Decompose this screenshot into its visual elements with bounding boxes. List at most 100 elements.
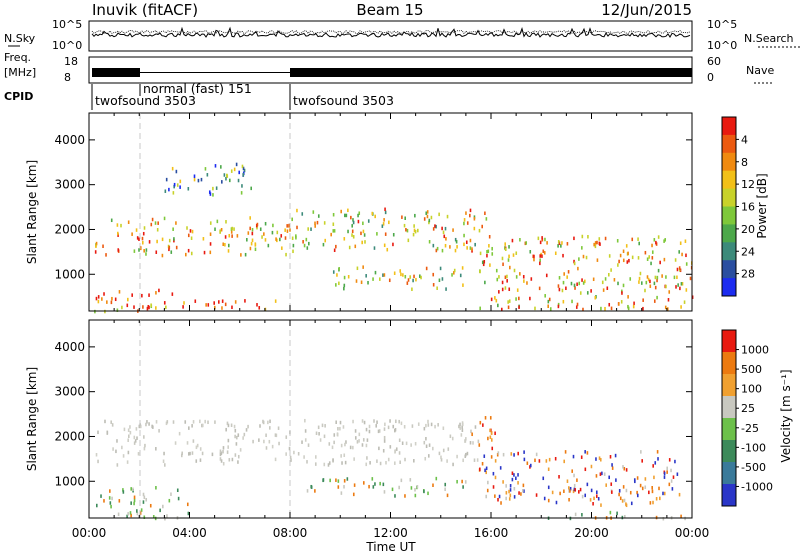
power-cell [666, 307, 669, 311]
velocity-cell [611, 490, 613, 494]
noise-right-tick-low: 10^0 [707, 39, 737, 52]
velocity-cell [237, 454, 240, 459]
velocity-cell [526, 461, 529, 465]
power-cell [454, 237, 457, 242]
velocity-cell [395, 447, 398, 451]
velocity-cell [597, 497, 600, 501]
velocity-cell [611, 466, 614, 470]
power-cell [94, 250, 97, 254]
power-cell [497, 303, 499, 308]
power-cell [417, 228, 419, 233]
power-cell [357, 213, 359, 218]
velocity-cell [572, 454, 575, 459]
power-cell [205, 303, 207, 307]
power-cell [335, 244, 337, 249]
power-cell [519, 272, 521, 276]
power-cell [214, 227, 216, 231]
velocity-cell [568, 489, 570, 493]
power-cell [281, 246, 283, 250]
velocity-cell [127, 428, 130, 432]
power-cell [582, 281, 585, 285]
velocity-cell [509, 488, 512, 492]
velocity-cell [129, 511, 132, 515]
power-cell [631, 237, 634, 242]
velocity-cell [130, 501, 132, 505]
power-cell [474, 242, 476, 247]
velocity-cell [571, 469, 574, 473]
power-cell [364, 240, 366, 244]
power-cell [436, 286, 438, 290]
velocity-cell [595, 490, 598, 494]
velocity-cell [368, 429, 371, 434]
colorbar-tick-label: 1000 [741, 344, 769, 357]
velocity-cell [382, 482, 385, 487]
power-cell [438, 278, 441, 283]
velocity-cell [383, 435, 386, 440]
colorbar-tick-label: -1000 [741, 480, 773, 493]
power-cell [495, 298, 498, 303]
power-cell [533, 257, 535, 262]
velocity-cell [199, 419, 201, 424]
power-cell [350, 215, 352, 220]
velocity-cell [482, 423, 484, 427]
power-cell [310, 227, 312, 231]
power-cell [371, 211, 374, 216]
power-cell [231, 226, 234, 231]
velocity-cell [358, 439, 360, 443]
velocity-cell [369, 461, 371, 465]
power-cell [593, 242, 595, 247]
colorbar-tick-label: 24 [741, 245, 755, 258]
velocity-cell [599, 458, 602, 462]
velocity-cell [394, 461, 396, 465]
power-cell [512, 253, 515, 257]
power-cell [465, 211, 467, 215]
power-cell [230, 169, 233, 173]
power-cell [598, 237, 601, 241]
velocity-cell [377, 429, 380, 434]
power-cell [231, 234, 233, 238]
velocity-cell [142, 492, 145, 497]
velocity-cell [434, 424, 436, 429]
velocity-cell [378, 446, 380, 451]
power-cell [238, 170, 241, 175]
power-cell [175, 169, 178, 174]
velocity-cell [196, 443, 199, 448]
power-cell [224, 235, 227, 239]
velocity-cell [425, 436, 427, 441]
power-cell [415, 277, 417, 282]
velocity-cell [143, 446, 146, 451]
power-cell [215, 186, 218, 190]
power-cell [638, 241, 640, 246]
power-cell [151, 217, 154, 222]
power-cell [163, 301, 166, 305]
velocity-cell [462, 458, 464, 463]
freq-bar-3 [290, 68, 692, 77]
power-cell [95, 241, 98, 246]
power-cell [333, 229, 336, 233]
velocity-cell [636, 493, 639, 498]
colorbar-tick-label: -25 [741, 422, 759, 435]
power-cell [379, 277, 381, 281]
velocity-cell [494, 459, 497, 463]
velocity-cell [465, 437, 467, 441]
power-cell [567, 270, 570, 274]
power-cell [610, 268, 612, 272]
power-cell [343, 286, 345, 291]
power-cell [596, 258, 599, 262]
velocity-cell [226, 450, 229, 454]
power-cell [127, 297, 129, 302]
power-cell [302, 240, 304, 244]
velocity-cell [657, 457, 659, 461]
power-cell [110, 218, 113, 223]
velocity-cell [401, 441, 404, 445]
power-cell [523, 279, 525, 283]
velocity-cell [109, 501, 112, 505]
power-cell [101, 297, 103, 301]
power-cell [414, 213, 416, 218]
velocity-cell [145, 422, 147, 427]
velocity-cell [234, 434, 236, 439]
velocity-cell [666, 466, 668, 471]
velocity-cell [451, 436, 454, 441]
velocity-cell [394, 449, 397, 453]
velocity-cell [139, 511, 142, 515]
